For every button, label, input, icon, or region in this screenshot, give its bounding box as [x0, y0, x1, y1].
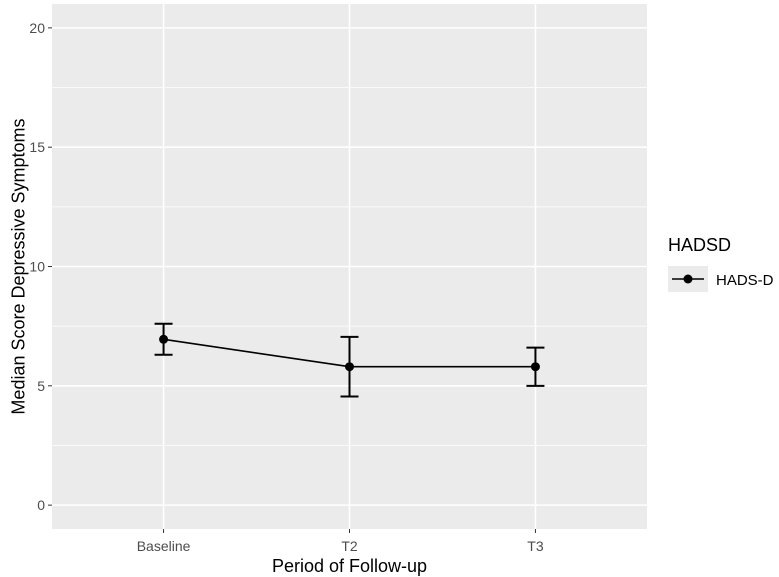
legend: HADSD HADS-D — [668, 235, 774, 292]
data-point — [530, 362, 540, 372]
x-axis-ticks: Baseline T2 T3 — [137, 529, 544, 554]
x-tick-label: T2 — [341, 538, 358, 554]
x-tick-label: Baseline — [137, 538, 191, 554]
y-tick-label: 5 — [37, 378, 45, 394]
y-axis-title: Median Score Depressive Symptoms — [8, 118, 28, 414]
legend-title: HADSD — [668, 235, 731, 255]
y-tick-label: 20 — [29, 20, 45, 36]
data-point — [345, 362, 354, 372]
x-tick-label: T3 — [527, 538, 544, 554]
legend-label-hads-d: HADS-D — [716, 272, 774, 289]
x-axis-title: Period of Follow-up — [272, 556, 427, 576]
y-tick-label: 15 — [29, 139, 45, 155]
data-point — [159, 334, 169, 344]
y-tick-label: 0 — [37, 497, 45, 513]
y-axis-ticks: 0 5 10 15 20 — [29, 20, 52, 513]
y-tick-label: 10 — [29, 259, 45, 275]
series-hads-d — [154, 322, 545, 398]
legend-key-point — [683, 274, 693, 284]
